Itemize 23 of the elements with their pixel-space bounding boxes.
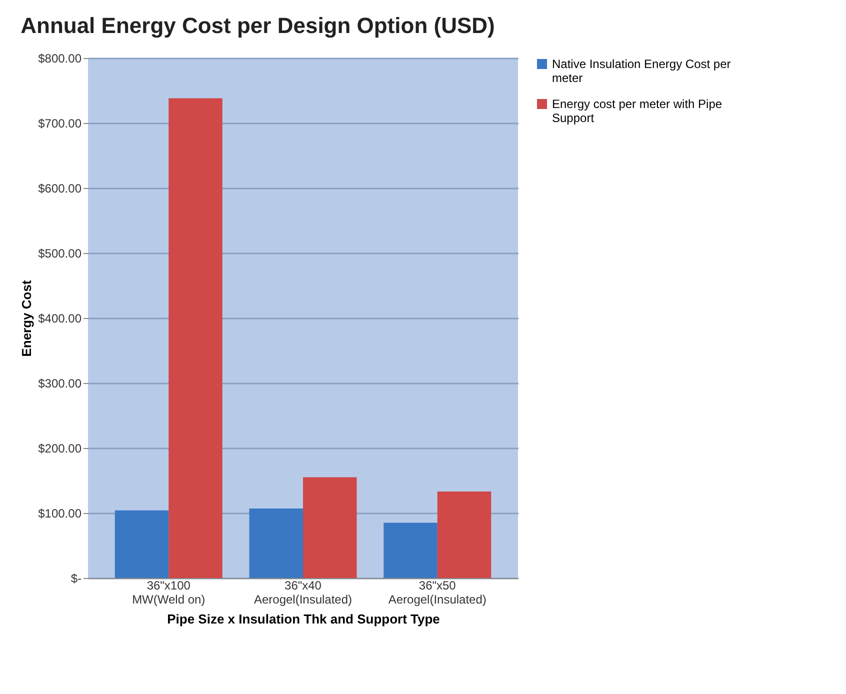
bar [303, 477, 357, 578]
y-tick-label: $100.00 [38, 506, 82, 520]
bar [437, 492, 492, 578]
legend-label: Energy cost per meter with Pipe Support [552, 97, 722, 125]
x-axis-title: Pipe Size x Insulation Thk and Support Type [167, 612, 440, 626]
y-tick-label: $200.00 [38, 442, 82, 456]
bar [114, 510, 169, 578]
legend-label: Native Insulation Energy Cost per meter [552, 57, 731, 85]
y-tick-label: $800.00 [38, 52, 82, 66]
y-tick-label: $300.00 [38, 376, 82, 390]
chart-title: Annual Energy Cost per Design Option (USD) [20, 13, 495, 38]
bar [249, 508, 303, 578]
y-tick-label: $700.00 [38, 116, 82, 130]
bar [384, 522, 438, 578]
y-tick-label: $600.00 [38, 182, 82, 196]
x-tick-label: 36"x100 MW(Weld on) [132, 578, 206, 606]
bar [168, 98, 222, 578]
y-tick-label: $500.00 [38, 246, 82, 260]
y-axis-title: Energy Cost [19, 280, 34, 357]
y-tick-label: $400.00 [38, 312, 82, 326]
x-tick-label: 36"x50 Aerogel(Insulated) [388, 578, 486, 606]
x-tick-label: 36"x40 Aerogel(Insulated) [254, 578, 352, 606]
y-tick-label: $- [70, 572, 82, 586]
